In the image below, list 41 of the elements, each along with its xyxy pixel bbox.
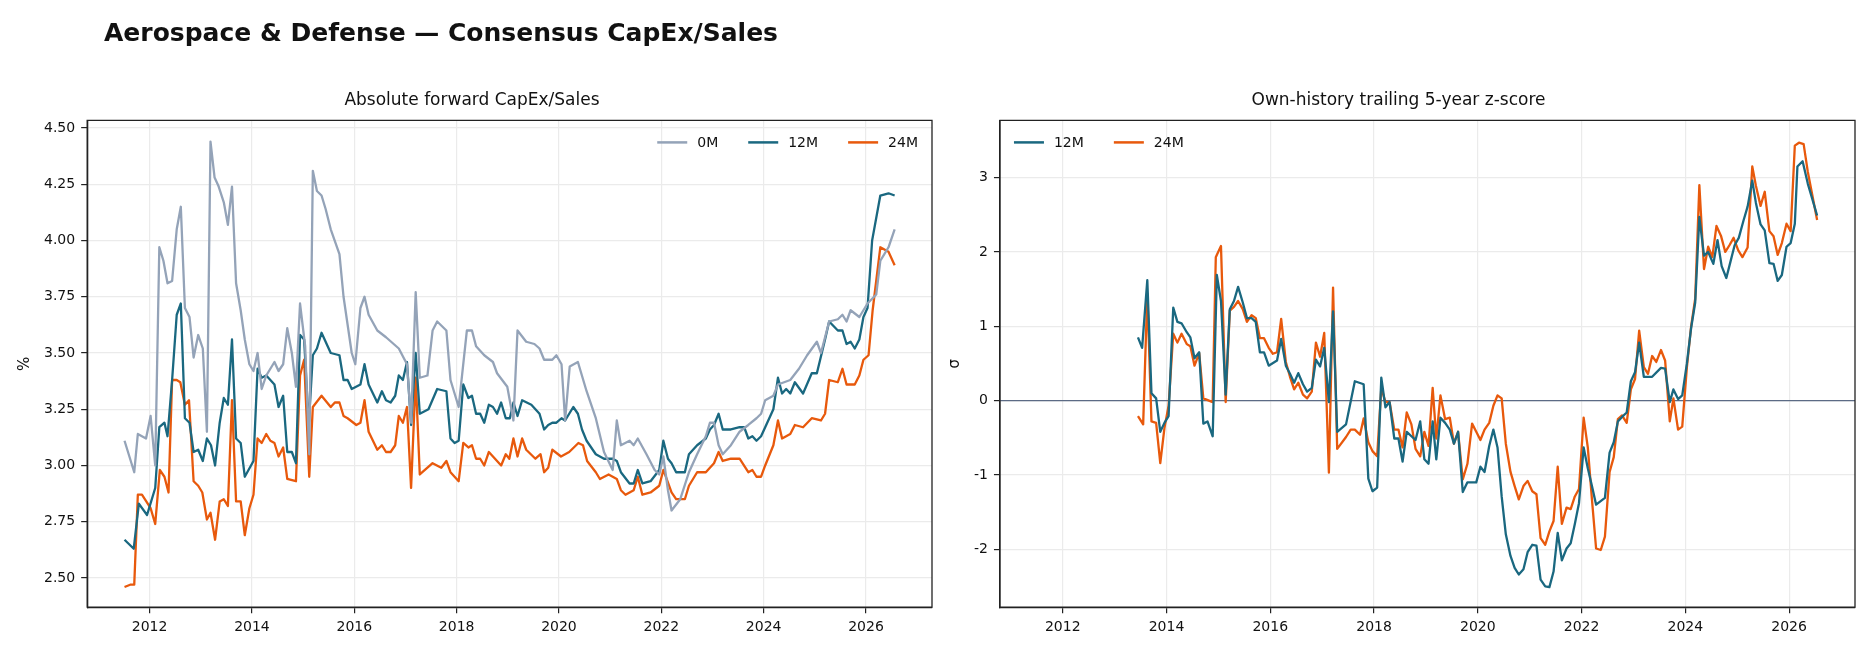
y-tick-label: 2.75 [44, 512, 76, 529]
y-tick-label: 2 [979, 242, 988, 259]
y-tick-label: -1 [973, 465, 988, 482]
x-tick-label: 2022 [643, 618, 680, 635]
y-tick-label: 3.50 [44, 343, 76, 360]
x-tick-label: 2016 [336, 618, 373, 635]
x-tick-label: 2012 [1044, 618, 1081, 635]
x-tick-label: 2026 [848, 618, 884, 635]
x-tick-label: 2020 [541, 618, 577, 635]
legend-label: 12M [1053, 134, 1084, 151]
x-tick-label: 2020 [1459, 618, 1496, 635]
y-tick-label: 3.25 [44, 399, 76, 416]
x-tick-label: 2014 [234, 618, 270, 635]
y-tick-label: 1 [979, 316, 988, 333]
chart-title: Aerospace & Defense — Consensus CapEx/Sales [104, 18, 778, 47]
y-tick-label: 3.75 [44, 287, 76, 304]
chart-subtitle: Absolute forward CapEx/Sales [344, 88, 600, 109]
chart-title: Own-history trailing 5-year z-score [1251, 88, 1546, 109]
x-tick-label: 2024 [1667, 618, 1704, 635]
x-tick-label: 2012 [131, 618, 168, 635]
y-tick-label: 3 [979, 168, 988, 185]
y-tick-label: 2.50 [44, 568, 76, 585]
x-tick-label: 2016 [1252, 618, 1289, 635]
x-tick-label: 2022 [1563, 618, 1600, 635]
y-tick-label: -2 [973, 539, 988, 556]
x-tick-label: 2026 [1771, 618, 1808, 635]
y-tick-label: 4.00 [44, 231, 76, 248]
legend-label: 24M [1153, 134, 1184, 151]
y-axis-title: % [14, 356, 33, 371]
legend-label: 24M [888, 134, 919, 151]
legend-label: 12M [788, 134, 819, 151]
y-tick-label: 3.00 [44, 456, 76, 473]
y-tick-label: 4.25 [44, 174, 76, 191]
x-tick-label: 2018 [438, 618, 475, 635]
y-tick-label: 0 [979, 391, 988, 408]
legend-label: 0M [697, 134, 719, 151]
x-tick-label: 2014 [1148, 618, 1185, 635]
x-tick-label: 2018 [1356, 618, 1392, 635]
x-tick-label: 2024 [745, 618, 782, 635]
y-axis-title: σ [944, 358, 963, 369]
y-tick-label: 4.50 [44, 118, 76, 135]
